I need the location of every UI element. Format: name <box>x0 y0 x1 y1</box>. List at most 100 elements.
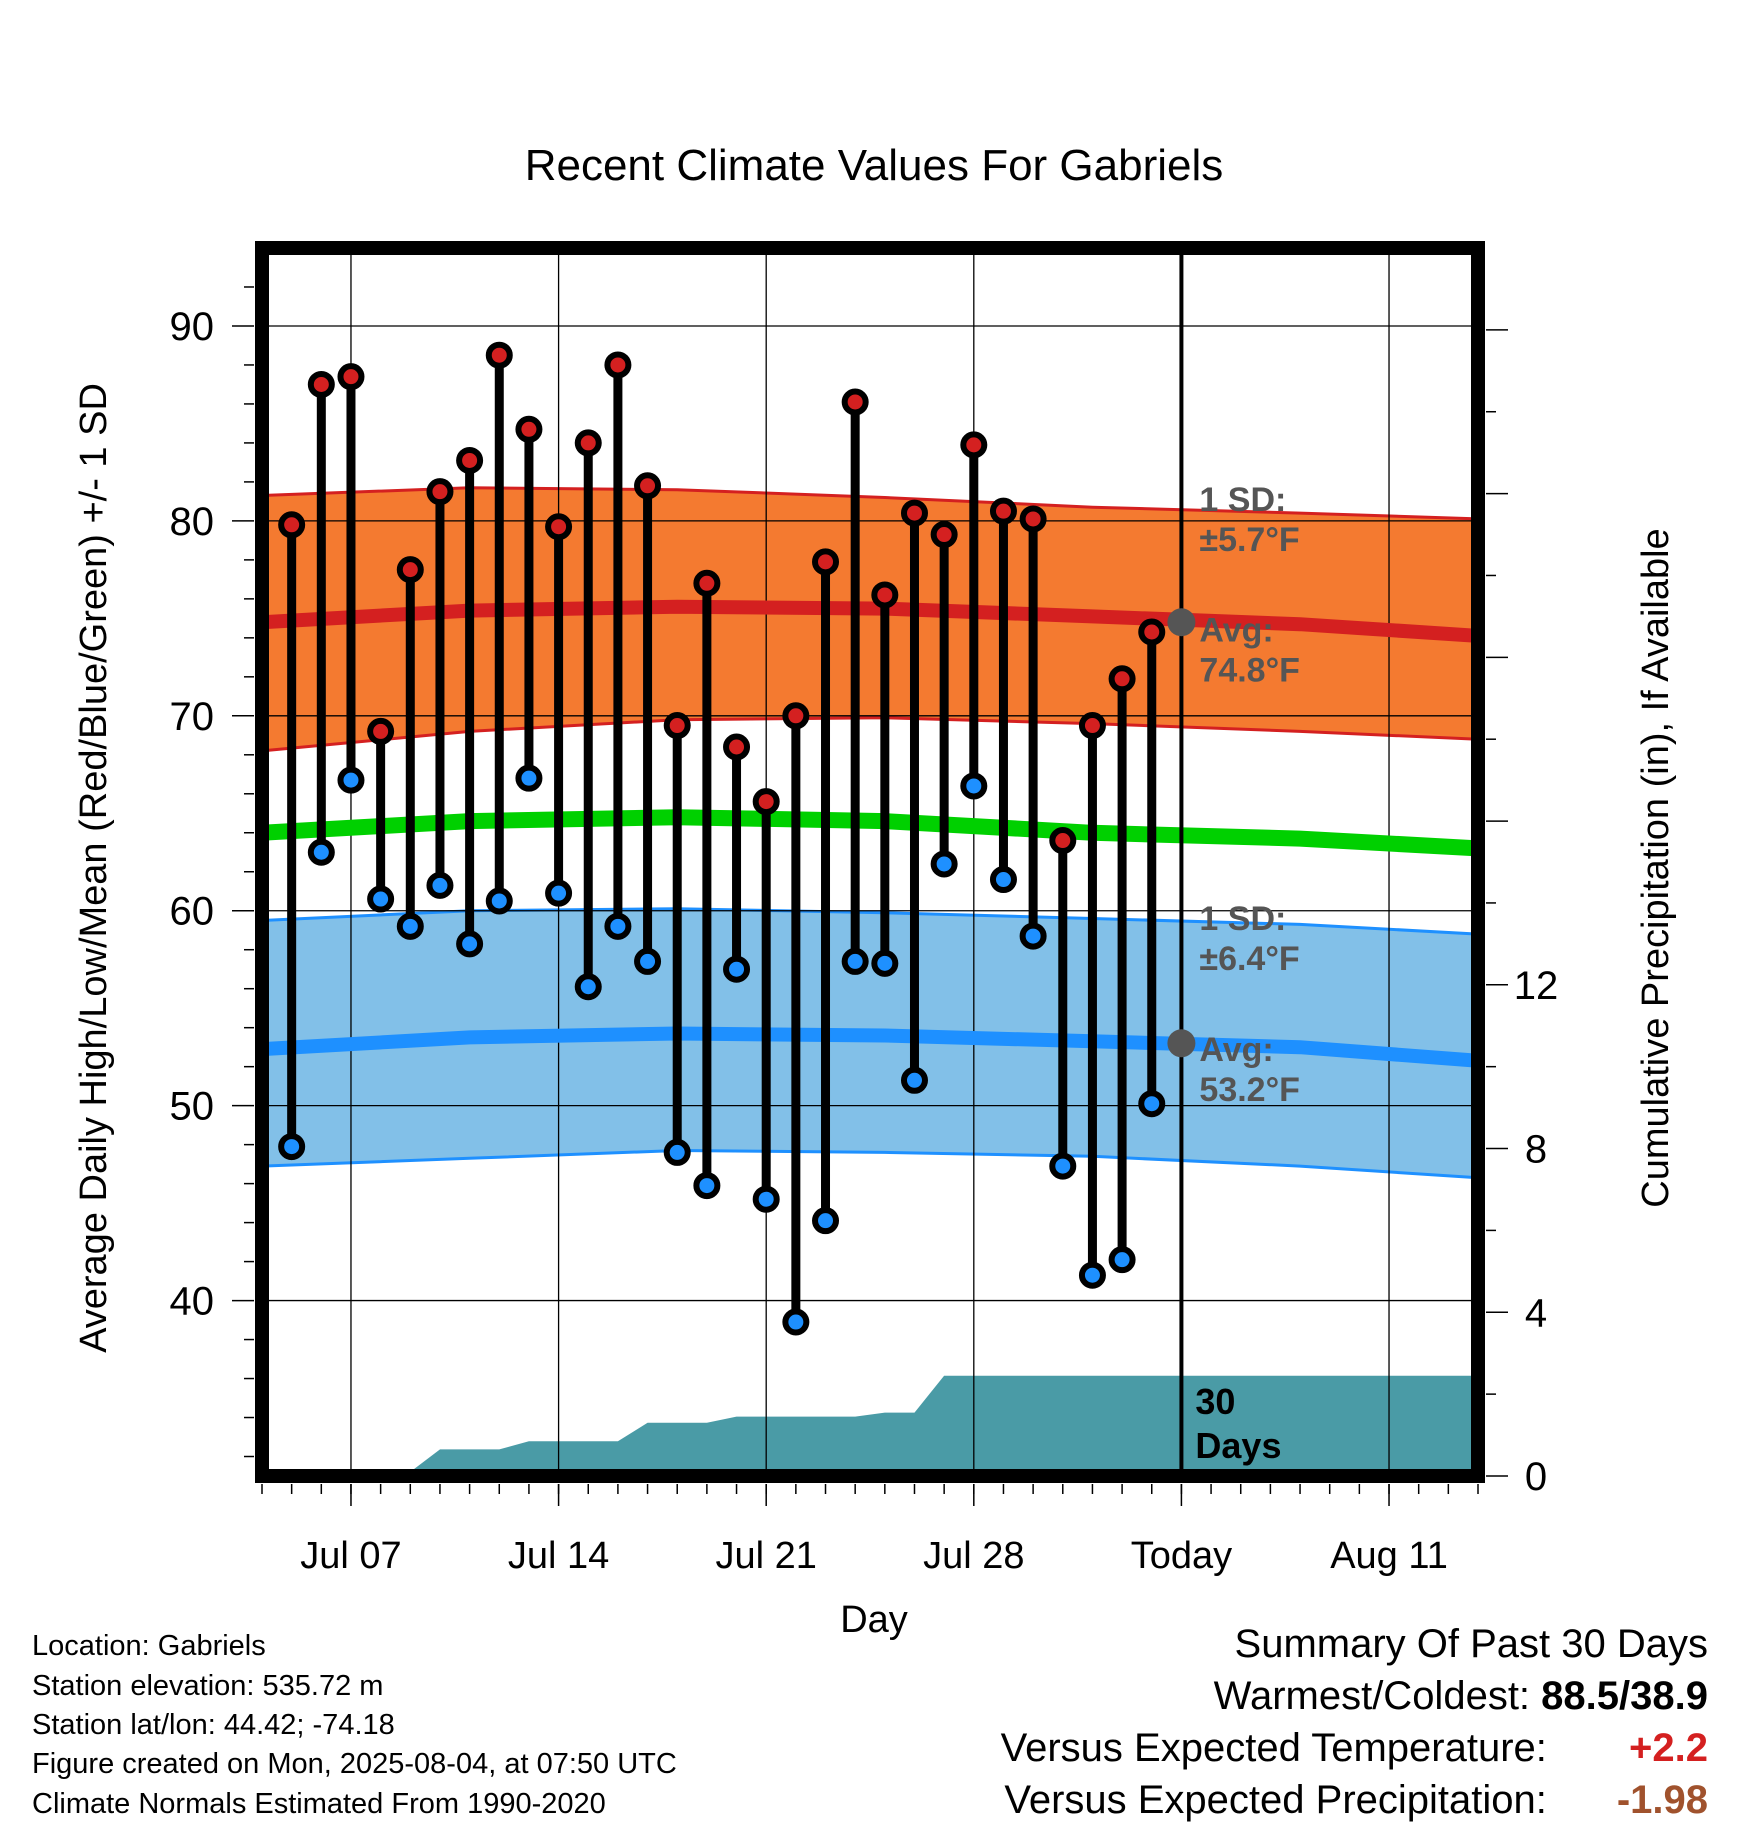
daily-low-point <box>515 764 543 792</box>
days-label: 30 Days <box>1195 1381 1281 1466</box>
normals-text: Climate Normals Estimated From 1990-2020 <box>32 1788 606 1820</box>
daily-low-point <box>574 973 602 1001</box>
high-sd-annotation: 1 SD: ±5.7°F <box>1199 481 1299 559</box>
elevation-text: Station elevation: 535.72 m <box>32 1670 384 1702</box>
daily-high-point <box>574 429 602 457</box>
today-low-avg-marker <box>1167 1029 1196 1058</box>
low-average-line <box>262 1026 1478 1068</box>
daily-high-point <box>604 351 632 379</box>
daily-low-point <box>693 1172 721 1200</box>
daily-high-point <box>545 513 573 541</box>
daily-low-point <box>367 885 395 913</box>
x-tick-label: Jul 28 <box>923 1535 1024 1577</box>
y2-tick-label: 8 <box>1525 1128 1547 1172</box>
daily-low-point <box>812 1207 840 1235</box>
high-sd-annotation-line: ±5.7°F <box>1199 521 1299 559</box>
y-tick-label: 80 <box>170 500 215 544</box>
daily-low-point <box>1078 1261 1106 1289</box>
location-text: Location: Gabriels <box>32 1630 266 1662</box>
daily-low-point <box>900 1066 928 1094</box>
daily-high-point <box>1078 712 1106 740</box>
x-tick-label: Jul 07 <box>300 1535 401 1577</box>
daily-high-point <box>663 712 691 740</box>
daily-low-point <box>1049 1152 1077 1180</box>
days-label-line: 30 <box>1195 1381 1235 1422</box>
daily-high-point <box>900 499 928 527</box>
y-tick-label: 70 <box>170 695 215 739</box>
precip-area <box>262 1375 1478 1476</box>
daily-low-point <box>723 955 751 983</box>
x-axis-label: Day <box>840 1599 908 1641</box>
daily-high-point <box>841 388 869 416</box>
low-sd-band <box>262 908 1478 1178</box>
daily-low-point <box>485 887 513 915</box>
low-avg-annotation-line: Avg: <box>1199 1031 1273 1069</box>
daily-low-point <box>989 866 1017 894</box>
daily-high-point <box>337 363 365 391</box>
daily-high-point <box>812 548 840 576</box>
daily-high-point <box>426 478 454 506</box>
daily-low-point <box>307 838 335 866</box>
daily-high-point <box>307 370 335 398</box>
daily-high-point <box>367 717 395 745</box>
daily-high-point <box>485 341 513 369</box>
daily-low-point <box>604 912 632 940</box>
warm-cold-value: 88.5/38.9 <box>1541 1674 1708 1718</box>
y2-tick-label: 12 <box>1514 964 1559 1008</box>
y-axis-label: Average Daily High/Low/Mean (Red/Blue/Gr… <box>73 383 115 1353</box>
daily-high-point <box>782 702 810 730</box>
temp-value: +2.2 <box>1629 1726 1708 1770</box>
high-sd-band <box>262 487 1478 751</box>
daily-low-point <box>930 850 958 878</box>
daily-high-point <box>723 733 751 761</box>
chart-title: Recent Climate Values For Gabriels <box>525 141 1224 190</box>
high-avg-annotation-line: 74.8°F <box>1199 652 1300 690</box>
daily-low-point <box>278 1133 306 1161</box>
daily-high-point <box>989 497 1017 525</box>
low-sd-annotation-line: 1 SD: <box>1199 900 1286 938</box>
daily-high-point <box>456 446 484 474</box>
y-tick-label: 40 <box>170 1280 215 1324</box>
summary-temp: Versus Expected Temperature: +2.2 <box>1001 1726 1708 1771</box>
daily-high-point <box>278 511 306 539</box>
low-sd-lower-edge <box>262 1148 1478 1180</box>
daily-high-point <box>871 581 899 609</box>
summary-precip: Versus Expected Precipitation: -1.98 <box>1004 1778 1708 1823</box>
daily-low-point <box>426 871 454 899</box>
daily-low-point <box>396 912 424 940</box>
y-tick-label: 60 <box>170 890 215 934</box>
daily-low-point <box>1019 922 1047 950</box>
precip-value: -1.98 <box>1616 1778 1708 1822</box>
low-sd-annotation-line: ±6.4°F <box>1199 940 1299 978</box>
daily-high-point <box>693 569 721 597</box>
daily-low-point <box>663 1138 691 1166</box>
today-high-avg-marker <box>1167 608 1196 637</box>
summary-title: Summary Of Past 30 Days <box>1234 1622 1708 1666</box>
daily-high-point <box>752 788 780 816</box>
temp-label: Versus Expected Temperature: <box>1000 1726 1547 1770</box>
daily-low-point <box>782 1308 810 1336</box>
latlon-text: Station lat/lon: 44.42; -74.18 <box>32 1709 395 1741</box>
daily-low-point <box>960 772 988 800</box>
daily-low-point <box>634 947 662 975</box>
daily-high-point <box>1108 665 1136 693</box>
y-tick-label: 90 <box>170 305 215 349</box>
daily-high-point <box>396 556 424 584</box>
daily-high-point <box>930 521 958 549</box>
x-tick-label: Aug 11 <box>1330 1535 1448 1577</box>
daily-low-point <box>456 930 484 958</box>
created-text: Figure created on Mon, 2025-08-04, at 07… <box>32 1748 677 1780</box>
daily-high-point <box>960 431 988 459</box>
daily-low-point <box>1108 1246 1136 1274</box>
daily-high-point <box>634 472 662 500</box>
y2-axis-label: Cumulative Precipitation (in), If Availa… <box>1635 528 1677 1207</box>
x-tick-label: Jul 21 <box>715 1535 816 1577</box>
plot-frame <box>255 241 1485 1483</box>
daily-high-point <box>1019 505 1047 533</box>
daily-low-point <box>545 879 573 907</box>
daily-high-point <box>1138 618 1166 646</box>
daily-high-point <box>515 415 543 443</box>
